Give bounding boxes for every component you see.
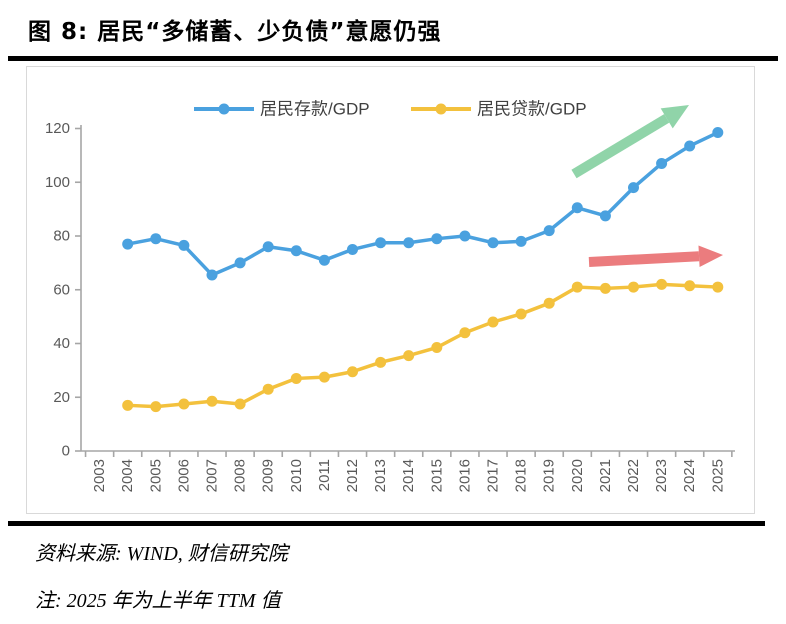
loan-series-point xyxy=(178,398,190,410)
x-tick-label: 2004 xyxy=(119,459,136,492)
deposit-series-point xyxy=(150,233,162,245)
loan-series-point xyxy=(150,401,162,413)
x-tick-label: 2013 xyxy=(372,459,389,492)
x-tick-label: 2014 xyxy=(400,459,417,492)
loan-series-point xyxy=(403,350,415,362)
y-tick-label: 40 xyxy=(53,335,70,352)
deposit-series-line xyxy=(125,130,720,277)
deposit-series-point xyxy=(318,254,330,266)
chart-panel: 0 20 40 60 80 100 120 2003 2004 2005 2006 2007 2008 2… xyxy=(26,66,755,514)
deposit-series-point xyxy=(347,243,358,255)
x-tick-label: 2007 xyxy=(204,459,221,492)
loan-series-point xyxy=(459,327,471,339)
deposit-series-point xyxy=(206,269,218,281)
deposit-series-point xyxy=(375,237,387,249)
title-divider-rule xyxy=(8,56,778,61)
loan-series-point xyxy=(656,278,668,290)
y-tick-label: 60 xyxy=(53,281,70,298)
x-tick-label: 2022 xyxy=(625,459,642,492)
legend-item-deposits-marker xyxy=(218,103,230,115)
loan-series-point xyxy=(712,281,724,293)
deposit-series-point xyxy=(403,237,415,249)
footnote-text: 注: 2025 年为上半年 TTM 值 xyxy=(35,590,281,612)
deposit-series-point xyxy=(656,157,668,169)
deposit-series-point xyxy=(290,245,302,257)
deposit-series-point xyxy=(122,238,134,250)
x-tick-label: 2023 xyxy=(653,459,670,492)
deposit-series-point xyxy=(543,225,555,237)
deposit-series-point xyxy=(599,210,611,222)
x-tick-label: 2017 xyxy=(485,459,502,492)
loan-series-point xyxy=(318,371,330,383)
footer-divider-rule xyxy=(8,521,765,526)
deposit-series-point xyxy=(178,239,190,251)
loan-series-point xyxy=(684,280,696,292)
line-chart: 0 20 40 60 80 100 120 2003 2004 2005 2006 2007 2008 2… xyxy=(45,100,735,492)
x-tick-label: 2018 xyxy=(513,459,530,492)
y-tick-label: 80 xyxy=(53,228,70,245)
loan-series-point xyxy=(487,316,499,328)
x-tick-label: 2005 xyxy=(147,459,164,492)
loan-series-point xyxy=(599,282,611,294)
deposit-series-point xyxy=(487,237,499,249)
y-tick-label: 0 xyxy=(62,443,70,460)
loan-series-point xyxy=(571,281,583,293)
loan-series-point xyxy=(431,342,443,354)
y-tick-label: 100 xyxy=(45,174,70,191)
figure-title: 图 8: 居民“多储蓄、少负债”意愿仍强 xyxy=(28,19,442,45)
deposit-series-point xyxy=(712,127,724,139)
loan-series-point xyxy=(543,297,555,309)
x-tick-label: 2020 xyxy=(569,459,586,492)
x-tick-label: 2012 xyxy=(344,459,361,492)
y-tick-label: 120 xyxy=(45,120,70,137)
loan-series-point xyxy=(290,372,302,384)
x-tick-label: 2016 xyxy=(456,459,473,492)
legend-item-deposits-label: 居民存款/GDP xyxy=(260,100,370,119)
loan-series-point xyxy=(206,395,218,407)
legend-item-loans-marker xyxy=(435,103,447,115)
loan-series-point xyxy=(262,383,274,395)
deposit-series-point xyxy=(262,241,274,253)
x-tick-label: 2025 xyxy=(709,459,726,492)
loan-series-point xyxy=(375,356,387,368)
deposit-series-point xyxy=(628,182,639,194)
x-tick-label: 2015 xyxy=(428,459,445,492)
loan-series-point xyxy=(234,398,246,410)
x-tick-label: 2011 xyxy=(316,459,333,491)
loan-series-point xyxy=(628,281,639,293)
loan-series-point xyxy=(515,308,527,320)
x-tick-label: 2003 xyxy=(91,459,108,492)
deposit-series-point xyxy=(459,230,471,242)
loan-series-point xyxy=(122,399,134,411)
x-tick-label: 2021 xyxy=(597,459,614,492)
x-tick-label: 2024 xyxy=(681,459,698,492)
deposit-series-point xyxy=(571,202,583,214)
flat-arrow-annotation xyxy=(588,251,700,267)
deposit-series-point xyxy=(431,233,443,245)
x-tick-label: 2008 xyxy=(232,459,249,492)
y-tick-label: 20 xyxy=(53,389,70,406)
deposit-series-point xyxy=(234,257,246,269)
loan-series-line xyxy=(125,282,720,409)
x-tick-label: 2010 xyxy=(288,459,305,492)
data-source-text: 资料来源: WIND, 财信研究院 xyxy=(35,543,288,565)
deposit-series-point xyxy=(515,235,527,247)
up-arrow-annotation-head xyxy=(660,105,689,129)
x-tick-label: 2019 xyxy=(541,459,558,492)
flat-arrow-annotation-head xyxy=(698,245,723,268)
deposit-series-point xyxy=(684,140,696,152)
x-tick-label: 2006 xyxy=(175,459,192,492)
up-arrow-annotation xyxy=(571,114,670,179)
legend-item-loans-label: 居民贷款/GDP xyxy=(477,100,587,119)
x-tick-label: 2009 xyxy=(260,459,277,492)
loan-series-point xyxy=(347,366,358,378)
